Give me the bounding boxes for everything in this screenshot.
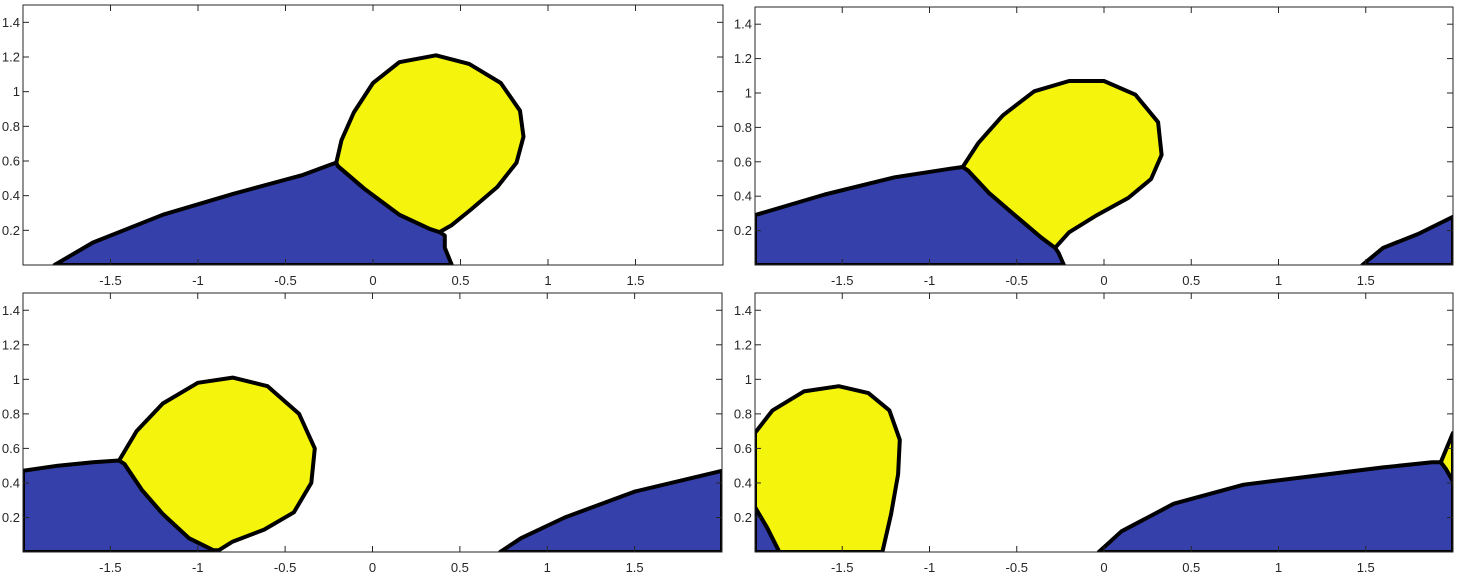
y-tick-label: 0.8: [734, 120, 752, 135]
y-tick-label: 0.4: [2, 475, 20, 490]
region-group: [23, 375, 722, 552]
x-tick-label: 0.5: [1182, 273, 1200, 288]
x-tick-label: -1.5: [831, 273, 853, 288]
y-tick-label: 0.8: [2, 406, 20, 421]
y-tick-label: 1.2: [2, 337, 20, 352]
y-tick-label: 0.2: [2, 223, 20, 238]
y-tick-label: 0.2: [734, 510, 752, 525]
x-tick-label: -1: [192, 560, 204, 575]
x-tick-label: -1.5: [99, 560, 121, 575]
yellow-region-4: [1438, 430, 1453, 484]
y-tick-label: 1.4: [734, 303, 752, 318]
x-tick-label: 0: [369, 273, 376, 288]
x-tick-label: -0.5: [1006, 560, 1028, 575]
x-tick-label: -0.5: [1006, 273, 1028, 288]
x-tick-label: 0.5: [451, 560, 469, 575]
y-tick-label: 0.6: [734, 154, 752, 169]
plot-panel-top-left: -1.5 -1 -0.5 0 0.5 1 1.5 0.2 0.4 0.6 0.8 1 1.2 1.4: [2, 4, 724, 288]
y-tick-label: 1.2: [734, 337, 752, 352]
yellow-region-3: [117, 375, 317, 552]
region-group: [755, 79, 1453, 265]
x-tick-label: 0.5: [1182, 560, 1200, 575]
x-tick-label: -0.5: [274, 273, 296, 288]
y-tick-label: 0.2: [734, 223, 752, 238]
y-tick-label: 0.8: [2, 119, 20, 134]
x-tick-label: 1: [1275, 273, 1282, 288]
x-tick-label: 1.5: [1357, 273, 1375, 288]
y-tick-label: 1: [13, 84, 20, 99]
blue-region-2: [1096, 460, 1453, 552]
y-tick-label: 0.8: [734, 406, 752, 421]
y-tick-label: 1: [745, 372, 752, 387]
x-tick-label: 1: [544, 560, 551, 575]
yellow-region-3: [960, 79, 1164, 250]
region-group: [52, 53, 526, 265]
x-tick-label: 1.5: [626, 560, 644, 575]
x-tick-label: -1: [924, 560, 936, 575]
x-tick-label: 0: [1100, 560, 1107, 575]
blue-region-2: [498, 468, 722, 552]
plot-panel-top-right: -1.5 -1 -0.5 0 0.5 1 1.5 0.2 0.4 0.6 0.8 1 1.2 1.4: [734, 6, 1454, 288]
y-tick-label: 0.6: [2, 154, 20, 169]
x-tick-label: 1.5: [1357, 560, 1375, 575]
y-tick-label: 0.6: [734, 441, 752, 456]
yellow-region-2: [334, 53, 526, 235]
y-tick-label: 0.4: [734, 189, 752, 204]
y-tick-label: 0.6: [2, 441, 20, 456]
x-tick-label: -1: [192, 273, 204, 288]
y-tick-label: 1: [745, 86, 752, 101]
x-tick-label: -1.5: [831, 560, 853, 575]
yellow-region-3: [755, 384, 902, 552]
blue-region-2: [1360, 214, 1453, 265]
y-tick-label: 1.4: [2, 15, 20, 30]
y-tick-label: 1.4: [734, 17, 752, 32]
y-tick-label: 1.4: [2, 303, 20, 318]
y-tick-label: 1: [13, 372, 20, 387]
y-tick-label: 1.2: [734, 51, 752, 66]
y-tick-label: 0.4: [2, 188, 20, 203]
x-tick-label: 1: [1275, 560, 1282, 575]
y-tick-label: 0.4: [734, 475, 752, 490]
y-tick-label: 0.2: [2, 510, 20, 525]
x-tick-label: 1.5: [626, 273, 644, 288]
plot-panel-bottom-left: -1.5 -1 -0.5 0 0.5 1 1.5 0.2 0.4 0.6 0.8 1 1.2 1.4: [2, 292, 723, 575]
x-tick-label: 0: [369, 560, 376, 575]
x-tick-label: 0: [1100, 273, 1107, 288]
x-tick-label: -0.5: [274, 560, 296, 575]
plot-panel-bottom-right: -1.5 -1 -0.5 0 0.5 1 1.5 0.2 0.4 0.6 0.8 1 1.2 1.4: [734, 292, 1454, 575]
x-tick-label: -1: [924, 273, 936, 288]
x-tick-label: 1: [544, 273, 551, 288]
x-tick-label: 0.5: [451, 273, 469, 288]
region-group: [755, 384, 1453, 552]
x-tick-label: -1.5: [99, 273, 121, 288]
y-tick-label: 1.2: [2, 50, 20, 65]
